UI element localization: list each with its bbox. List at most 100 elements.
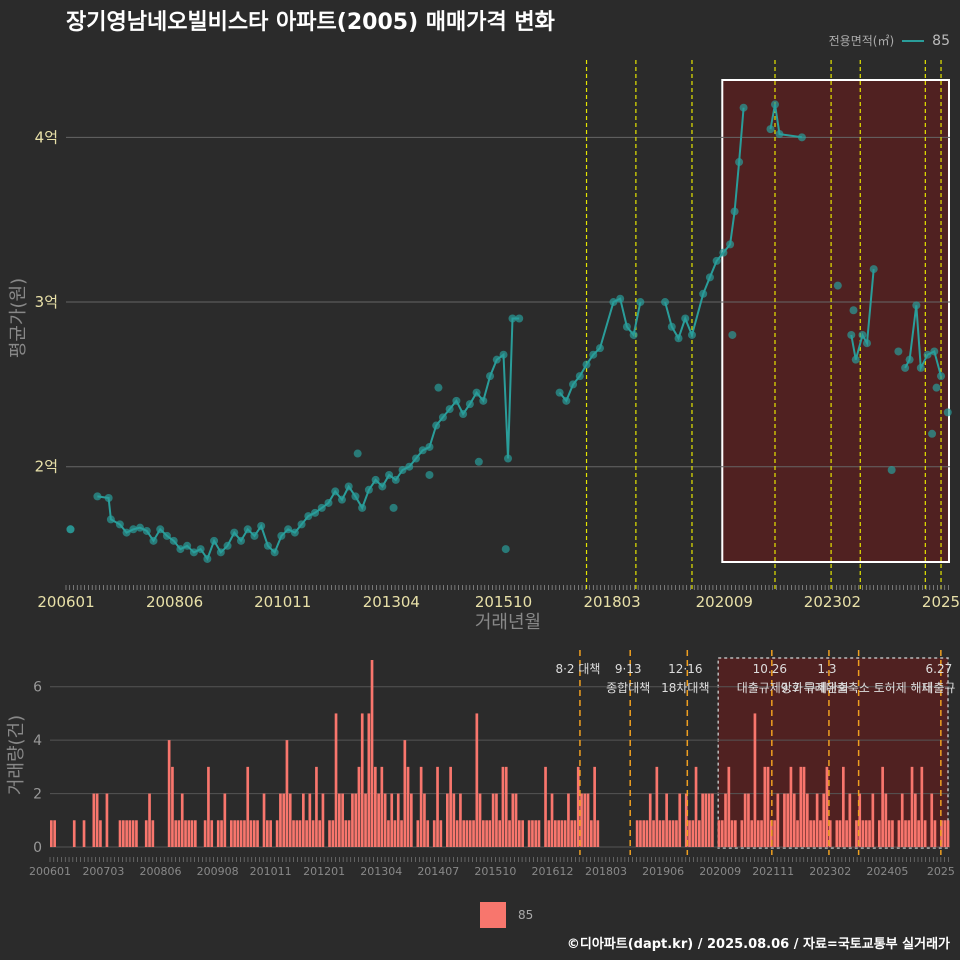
volume-bar (789, 766, 793, 847)
price-outlier-point (887, 466, 896, 475)
x-tick-label: 201011 (254, 593, 311, 611)
price-point (284, 525, 293, 534)
volume-bar (544, 766, 547, 847)
volume-bar (884, 793, 888, 847)
legend-bar-label: 85 (518, 908, 534, 922)
price-point (337, 495, 346, 504)
volume-bar (563, 820, 567, 847)
x-tick-label: 200806 (140, 865, 182, 878)
volume-bar (724, 793, 727, 847)
volume-bar (249, 820, 253, 847)
volume-bar (871, 793, 875, 847)
price-point (712, 256, 721, 265)
price-point (923, 350, 932, 359)
y-axis-title: 거래량(건) (6, 715, 27, 795)
price-point (142, 526, 151, 535)
volume-bar (521, 820, 524, 847)
volume-bar (711, 793, 714, 847)
price-point (930, 347, 939, 356)
x-tick-label: 202111 (752, 865, 794, 878)
price-point (93, 492, 102, 501)
price-point (162, 531, 171, 540)
x-tick-label: 200601 (37, 593, 94, 611)
price-point (589, 350, 598, 359)
price-point (445, 405, 454, 414)
volume-bar (122, 820, 125, 847)
x-tick-label: 202302 (804, 593, 861, 611)
volume-bar (135, 820, 138, 847)
volume-bar (393, 820, 397, 847)
price-point (115, 520, 124, 529)
volume-bar (825, 766, 829, 847)
price-point (412, 454, 421, 463)
price-point (465, 400, 474, 409)
volume-bar (308, 793, 312, 847)
x-tick-label: 200806 (146, 593, 203, 611)
price-point (385, 470, 394, 479)
volume-bar (347, 820, 351, 847)
volume-bar (203, 820, 207, 847)
x-tick-label: 2025 (922, 593, 960, 611)
volume-bar (776, 793, 780, 847)
legend-line-swatch (902, 39, 925, 42)
volume-bar (305, 820, 308, 847)
volume-bar (462, 820, 466, 847)
volume-bar (580, 793, 583, 847)
volume-bar (180, 793, 184, 847)
x-tick-label: 200703 (82, 865, 124, 878)
price-point (432, 421, 441, 430)
volume-bar (243, 820, 246, 847)
volume-bar (766, 766, 770, 847)
price-point (452, 396, 461, 405)
volume-bar (763, 766, 767, 847)
price-outlier-point (66, 525, 75, 534)
price-point (371, 475, 380, 484)
x-tick-label: 202009 (699, 865, 741, 878)
price-outlier-point (943, 408, 952, 417)
volume-bar (50, 820, 53, 847)
volume-bar (658, 820, 662, 847)
price-point (775, 130, 784, 139)
volume-bar (292, 820, 295, 847)
price-point (398, 466, 407, 475)
volume-bar (554, 820, 557, 847)
policy-label-sub: 18차대책 (661, 680, 709, 695)
price-point (905, 355, 914, 364)
volume-bar (174, 820, 178, 847)
volume-bar (583, 793, 587, 847)
price-point (243, 525, 252, 534)
volume-bar (374, 766, 377, 847)
volume-bar (498, 820, 502, 847)
volume-bar (753, 713, 757, 847)
volume-bar (252, 820, 256, 847)
price-point (210, 536, 219, 545)
price-point (324, 498, 333, 507)
volume-bar (344, 820, 348, 847)
price-point (858, 330, 867, 339)
volume-bar (315, 766, 318, 847)
price-point (196, 545, 205, 554)
policy-label-sub: 대출규제강화 (737, 681, 803, 695)
volume-bar (910, 766, 914, 847)
volume-bar (432, 820, 436, 847)
y-tick-label: 6 (33, 680, 42, 696)
volume-bar (377, 793, 380, 847)
price-point (851, 355, 860, 364)
volume-bar (943, 820, 947, 847)
volume-bar (95, 793, 99, 847)
price-outlier-point (833, 281, 842, 290)
volume-bar (256, 820, 259, 847)
volume-bar (858, 793, 862, 847)
price-outlier-point (928, 429, 937, 438)
volume-bar (773, 820, 776, 847)
volume-bar (688, 820, 691, 847)
volume-bar (707, 793, 711, 847)
price-point (661, 298, 670, 307)
volume-bar (740, 820, 744, 847)
volume-bar (282, 793, 286, 847)
volume-bar (792, 793, 796, 847)
price-point (739, 103, 748, 112)
price-point (504, 454, 512, 463)
price-point (129, 525, 138, 534)
volume-bar (891, 820, 894, 847)
